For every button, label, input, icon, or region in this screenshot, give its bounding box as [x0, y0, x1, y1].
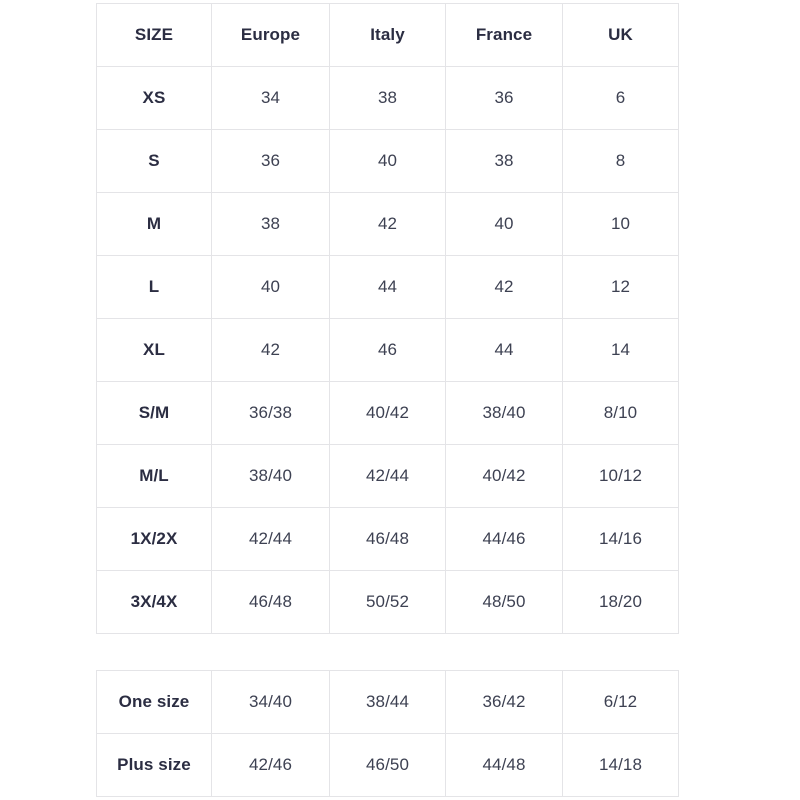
- table-body: XS 34 38 36 6 S 36 40 38 8 M 38 42 40 10 L 40 44 42 12 XL 42 4…: [96, 66, 679, 634]
- cell-europe: 34/40: [211, 670, 330, 734]
- cell-europe: 42/46: [211, 733, 330, 797]
- cell-france: 38: [445, 129, 563, 193]
- cell-france: 42: [445, 255, 563, 319]
- cell-uk: 10/12: [562, 444, 679, 508]
- cell-italy: 40/42: [329, 381, 446, 445]
- table-row: S 36 40 38 8: [96, 129, 679, 193]
- table-row: 3X/4X 46/48 50/52 48/50 18/20: [96, 570, 679, 634]
- row-label: 1X/2X: [96, 507, 212, 571]
- cell-france: 44/48: [445, 733, 563, 797]
- row-label: L: [96, 255, 212, 319]
- row-label: S/M: [96, 381, 212, 445]
- table-row: Plus size 42/46 46/50 44/48 14/18: [96, 733, 679, 797]
- one-size-conversion-table: One size 34/40 38/44 36/42 6/12 Plus size 42/4…: [96, 670, 679, 797]
- table-row: L 40 44 42 12: [96, 255, 679, 319]
- size-conversion-table: SIZE Europe Italy France UK XS 34 38 36 6 S 36 40 38…: [96, 3, 679, 634]
- cell-europe: 36/38: [211, 381, 330, 445]
- cell-france: 40/42: [445, 444, 563, 508]
- cell-europe: 40: [211, 255, 330, 319]
- cell-italy: 38: [329, 66, 446, 130]
- cell-uk: 14/16: [562, 507, 679, 571]
- table-row: 1X/2X 42/44 46/48 44/46 14/16: [96, 507, 679, 571]
- row-label: Plus size: [96, 733, 212, 797]
- cell-italy: 46/50: [329, 733, 446, 797]
- cell-europe: 38: [211, 192, 330, 256]
- cell-italy: 46: [329, 318, 446, 382]
- cell-france: 38/40: [445, 381, 563, 445]
- cell-europe: 36: [211, 129, 330, 193]
- cell-france: 36: [445, 66, 563, 130]
- row-label: S: [96, 129, 212, 193]
- cell-europe: 34: [211, 66, 330, 130]
- cell-italy: 50/52: [329, 570, 446, 634]
- table-row: M 38 42 40 10: [96, 192, 679, 256]
- row-label: XL: [96, 318, 212, 382]
- table-row: XS 34 38 36 6: [96, 66, 679, 130]
- cell-uk: 10: [562, 192, 679, 256]
- cell-italy: 46/48: [329, 507, 446, 571]
- cell-france: 44: [445, 318, 563, 382]
- column-header-uk: UK: [562, 3, 679, 67]
- row-label: 3X/4X: [96, 570, 212, 634]
- cell-italy: 38/44: [329, 670, 446, 734]
- table-header-row: SIZE Europe Italy France UK: [96, 3, 679, 67]
- cell-uk: 6/12: [562, 670, 679, 734]
- table-separator-gap: [96, 634, 678, 670]
- table-row: XL 42 46 44 14: [96, 318, 679, 382]
- row-label: One size: [96, 670, 212, 734]
- size-chart-stack: SIZE Europe Italy France UK XS 34 38 36 6 S 36 40 38…: [96, 3, 679, 797]
- row-label: XS: [96, 66, 212, 130]
- cell-italy: 40: [329, 129, 446, 193]
- table-row: One size 34/40 38/44 36/42 6/12: [96, 670, 679, 734]
- cell-europe: 42: [211, 318, 330, 382]
- cell-europe: 42/44: [211, 507, 330, 571]
- cell-uk: 14/18: [562, 733, 679, 797]
- cell-uk: 8/10: [562, 381, 679, 445]
- column-header-france: France: [445, 3, 563, 67]
- cell-france: 40: [445, 192, 563, 256]
- cell-europe: 38/40: [211, 444, 330, 508]
- cell-france: 48/50: [445, 570, 563, 634]
- column-header-europe: Europe: [211, 3, 330, 67]
- cell-uk: 18/20: [562, 570, 679, 634]
- column-header-italy: Italy: [329, 3, 446, 67]
- cell-uk: 6: [562, 66, 679, 130]
- cell-italy: 44: [329, 255, 446, 319]
- table-header: SIZE Europe Italy France UK: [96, 3, 679, 67]
- cell-italy: 42/44: [329, 444, 446, 508]
- table-row: S/M 36/38 40/42 38/40 8/10: [96, 381, 679, 445]
- cell-france: 36/42: [445, 670, 563, 734]
- cell-uk: 8: [562, 129, 679, 193]
- one-size-table-body: One size 34/40 38/44 36/42 6/12 Plus size 42/4…: [96, 670, 679, 797]
- cell-france: 44/46: [445, 507, 563, 571]
- table-row: M/L 38/40 42/44 40/42 10/12: [96, 444, 679, 508]
- column-header-size: SIZE: [96, 3, 212, 67]
- row-label: M: [96, 192, 212, 256]
- row-label: M/L: [96, 444, 212, 508]
- cell-uk: 14: [562, 318, 679, 382]
- cell-europe: 46/48: [211, 570, 330, 634]
- cell-uk: 12: [562, 255, 679, 319]
- cell-italy: 42: [329, 192, 446, 256]
